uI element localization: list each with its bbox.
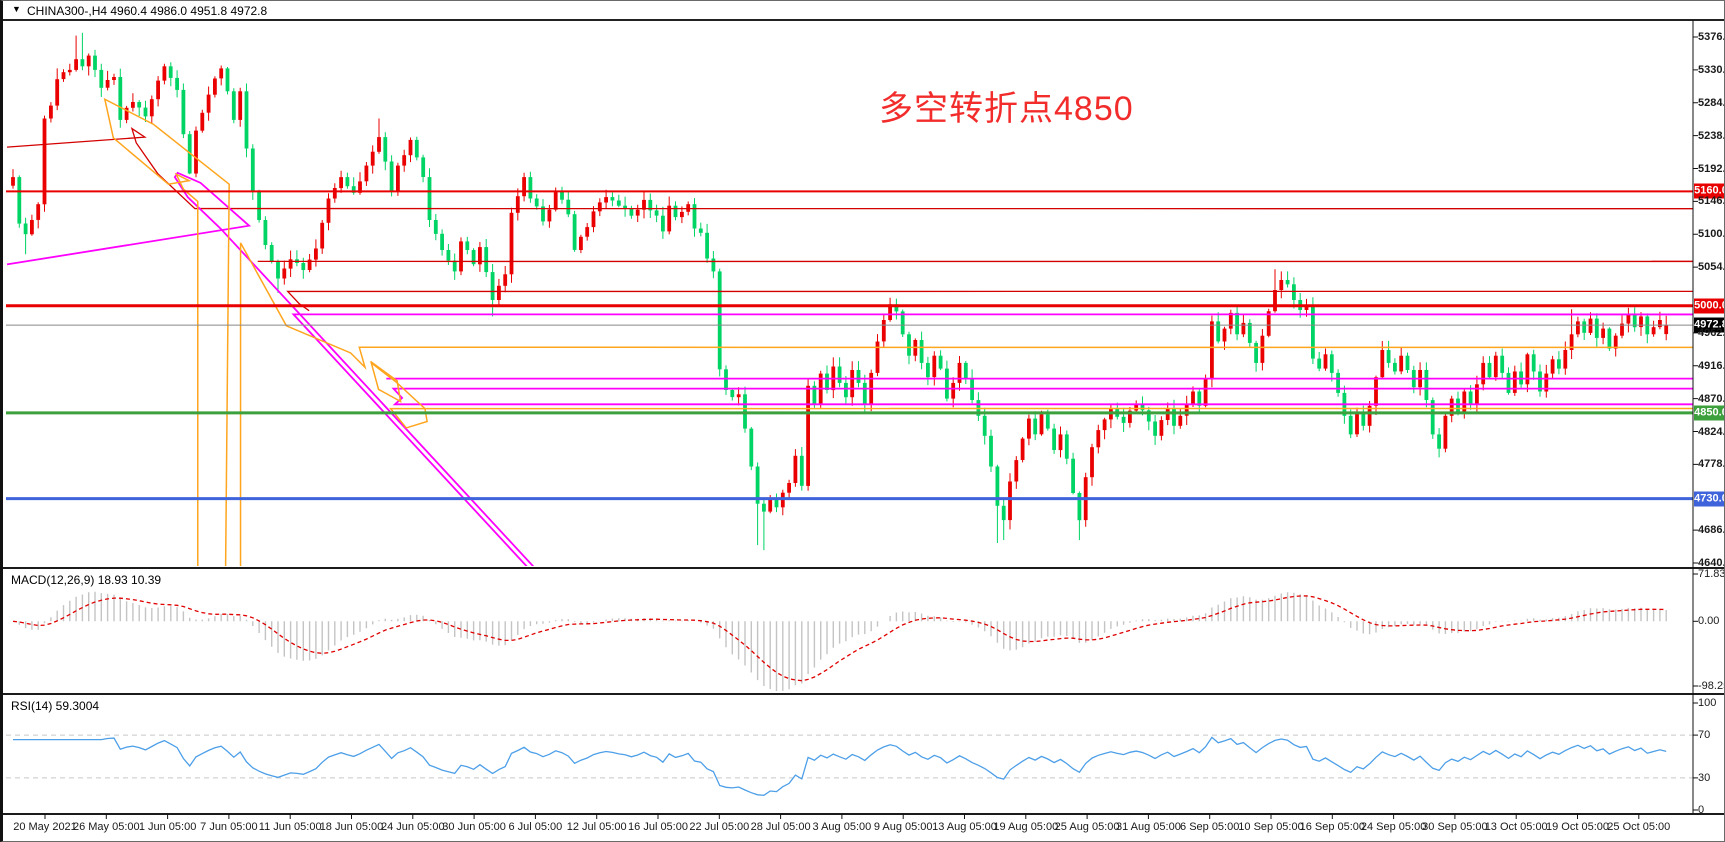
price-tick-label: 4686.0 <box>1698 524 1724 537</box>
macd-tick-label: 71.83 <box>1698 568 1725 580</box>
price-tick-label: 5054.0 <box>1698 261 1724 274</box>
ma-short-orange <box>103 97 1693 566</box>
ma-long-red <box>6 126 1693 312</box>
price-tick-label: 5238.0 <box>1698 129 1724 142</box>
chart-title-bar[interactable]: ▼ CHINA300-,H4 4960.4 4986.0 4951.8 4972… <box>3 1 1724 20</box>
time-axis-label: 9 Aug 05:00 <box>873 821 933 833</box>
price-tick-label: 4962.0 <box>1698 326 1724 339</box>
price-tick-label: 4778.0 <box>1698 458 1724 471</box>
main-pane[interactable] <box>6 32 1725 842</box>
price-tick-label: 5192.0 <box>1698 162 1724 175</box>
price-tick-label: 5284.0 <box>1698 96 1724 109</box>
macd-tick-label: 0.00 <box>1698 615 1720 628</box>
time-axis-label: 26 May 05:00 <box>72 821 140 833</box>
time-axis-label: 12 Jul 05:00 <box>566 821 627 833</box>
time-axis-label: 1 Jun 05:00 <box>138 821 197 833</box>
price-level-badge-4730: 4730.0 <box>1694 491 1724 507</box>
price-tick-label: 5330.0 <box>1698 63 1724 76</box>
time-axis-label: 19 Aug 05:00 <box>993 821 1059 833</box>
time-axis-label: 11 Jun 05:00 <box>258 821 322 833</box>
rsi-pane[interactable] <box>6 734 1693 796</box>
time-axis-label: 19 Oct 05:00 <box>1546 821 1609 833</box>
rsi-tick-label: 70 <box>1698 729 1711 742</box>
macd-histogram <box>18 591 1667 692</box>
macd-pane[interactable] <box>12 591 1667 692</box>
price-tick-label: 4916.0 <box>1698 359 1724 372</box>
price-level-badge-4850: 4850.0 <box>1694 405 1724 421</box>
rsi-indicator-label: RSI(14) 59.3004 <box>11 699 100 713</box>
time-axis-label: 30 Jun 05:00 <box>442 821 506 833</box>
price-tick-label: 5376.0 <box>1698 31 1724 43</box>
time-axis-label: 22 Jul 05:00 <box>689 821 750 833</box>
time-axis-label: 10 Sep 05:00 <box>1238 821 1304 833</box>
chart-annotation-text: 多空转折点4850 <box>879 90 1134 128</box>
time-axis-label: 13 Oct 05:00 <box>1484 821 1548 833</box>
symbol-dropdown-icon[interactable]: ▼ <box>12 4 21 14</box>
time-axis-label: 30 Sep 05:00 <box>1422 821 1488 833</box>
time-axis-label: 6 Jul 05:00 <box>508 821 563 833</box>
price-tick-label: 5100.0 <box>1698 228 1724 241</box>
rsi-line <box>13 736 1667 796</box>
time-axis-label: 3 Aug 05:00 <box>812 821 872 833</box>
price-tick-label: 4870.0 <box>1698 392 1724 405</box>
price-tick-label: 5146.0 <box>1698 195 1724 208</box>
time-axis-label: 16 Sep 05:00 <box>1299 821 1366 833</box>
rsi-tick-label: 0 <box>1698 804 1705 816</box>
macd-tick-label: -98.25 <box>1698 680 1724 692</box>
time-axis-label: 25 Aug 05:00 <box>1054 821 1120 833</box>
time-axis-label: 6 Sep 05:00 <box>1180 821 1240 833</box>
macd-indicator-label: MACD(12,26,9) 18.93 10.39 <box>11 573 162 587</box>
price-tick-label: 4824.0 <box>1698 425 1724 438</box>
time-axis-label: 24 Sep 05:00 <box>1360 821 1427 833</box>
time-axis-label: 28 Jul 05:00 <box>750 821 811 833</box>
price-tick-label: 4640.0 <box>1698 557 1724 569</box>
macd-signal-line <box>12 595 1667 682</box>
price-level-badge-5160: 5160.0 <box>1694 183 1724 199</box>
ma-mid-magenta <box>6 171 1693 566</box>
current-price-badge: 4972.8 <box>1694 317 1724 333</box>
rsi-tick-label: 30 <box>1698 771 1711 784</box>
time-axis-label: 25 Oct 05:00 <box>1607 821 1671 833</box>
rsi-tick-label: 100 <box>1698 697 1717 709</box>
time-axis-label: 13 Aug 05:00 <box>932 821 997 833</box>
price-level-badge-5000: 5000.0 <box>1694 298 1724 314</box>
time-axis-label: 18 Jun 05:00 <box>319 821 384 833</box>
time-axis-label: 24 Jun 05:00 <box>380 821 445 833</box>
time-axis-label: 16 Jul 05:00 <box>628 821 688 833</box>
time-axis-label: 7 Jun 05:00 <box>200 821 258 833</box>
symbol-title: CHINA300-,H4 4960.4 4986.0 4951.8 4972.8 <box>27 4 268 18</box>
time-axis-label: 31 Aug 05:00 <box>1115 821 1181 833</box>
chart-canvas[interactable] <box>3 1 1725 842</box>
time-axis-label: 20 May 2021 <box>13 821 77 833</box>
